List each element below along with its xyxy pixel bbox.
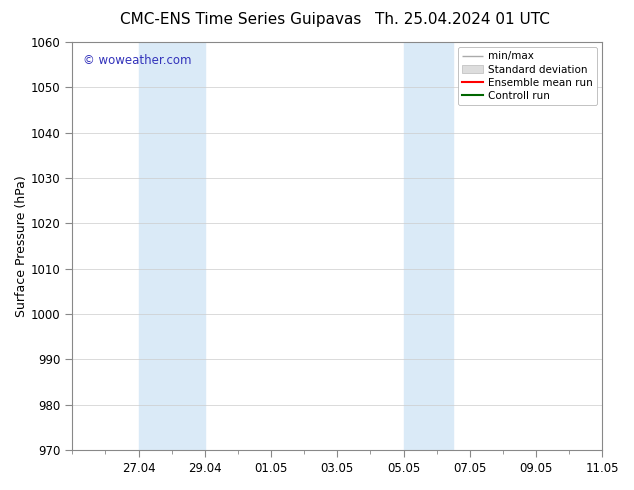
Text: © woweather.com: © woweather.com — [83, 54, 191, 67]
Text: Th. 25.04.2024 01 UTC: Th. 25.04.2024 01 UTC — [375, 12, 550, 27]
Text: CMC-ENS Time Series Guipavas: CMC-ENS Time Series Guipavas — [120, 12, 361, 27]
Bar — [403, 42, 453, 450]
Bar — [139, 42, 205, 450]
Y-axis label: Surface Pressure (hPa): Surface Pressure (hPa) — [15, 175, 28, 317]
Legend: min/max, Standard deviation, Ensemble mean run, Controll run: min/max, Standard deviation, Ensemble me… — [458, 47, 597, 105]
